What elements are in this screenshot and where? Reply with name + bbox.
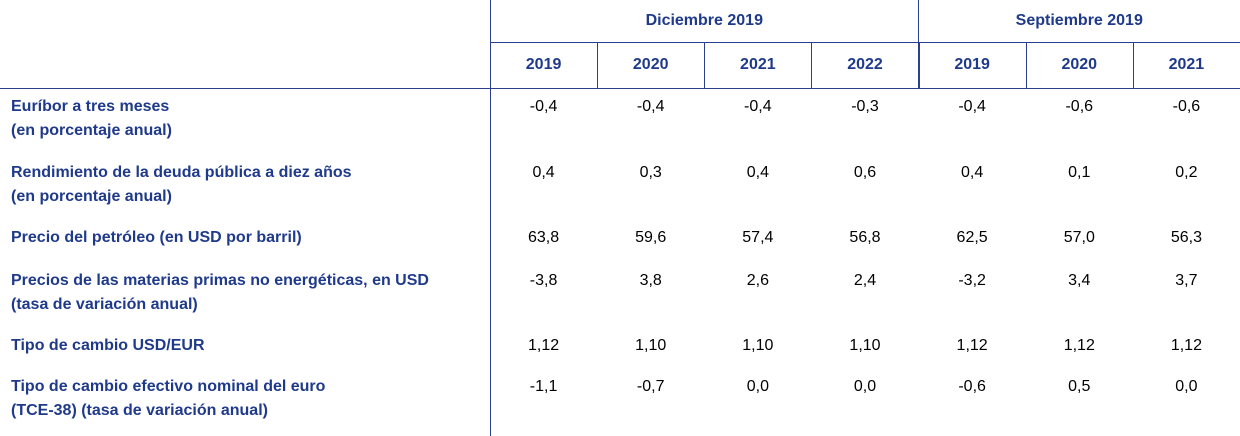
cell-value: 59,6 — [635, 229, 667, 246]
cell-value: 57,0 — [1063, 229, 1095, 246]
cell-value: 57,4 — [742, 229, 774, 246]
group-header: Septiembre 2019 — [1015, 12, 1143, 29]
cell-value: 3,4 — [1068, 272, 1091, 289]
cell-value: 1,10 — [635, 337, 667, 354]
cell-value: -0,7 — [636, 378, 665, 395]
cell-value: 1,10 — [849, 337, 881, 354]
cell-value: 2,4 — [853, 272, 877, 289]
row-label: Precio del petróleo (en USD por barril) — [11, 229, 302, 246]
cell-value: -0,6 — [958, 378, 986, 395]
year-header: 2020 — [1061, 56, 1098, 73]
divider — [704, 42, 705, 88]
cell-value: -0,6 — [1065, 98, 1094, 115]
cell-value: -3,8 — [529, 272, 558, 289]
cell-value: 2,6 — [746, 272, 769, 289]
row-label: (TCE-38) (tasa de variación anual) — [11, 402, 268, 419]
cell-value: 1,12 — [1170, 337, 1202, 354]
cell-value: 0,0 — [1175, 378, 1198, 395]
divider — [811, 42, 812, 88]
cell-value: 3,7 — [1175, 272, 1198, 289]
row-label: Tipo de cambio USD/EUR — [11, 337, 205, 354]
row-label: Euríbor a tres meses — [11, 98, 170, 115]
divider — [1133, 42, 1134, 88]
year-header: 2021 — [1168, 56, 1205, 73]
cell-value: -0,4 — [636, 98, 665, 115]
cell-value: 3,8 — [639, 272, 662, 289]
cell-value: 1,12 — [956, 337, 988, 354]
divider — [919, 42, 920, 88]
cell-value: 0,1 — [1068, 164, 1091, 181]
divider — [918, 0, 919, 88]
cell-value: 1,12 — [1063, 337, 1095, 354]
year-header: 2020 — [632, 56, 669, 73]
cell-value: 0,0 — [853, 378, 877, 395]
cell-value: 1,12 — [527, 337, 560, 354]
group-header: Diciembre 2019 — [645, 12, 763, 29]
cell-value: 0,4 — [532, 164, 555, 181]
divider — [0, 88, 1240, 89]
divider — [1026, 42, 1027, 88]
row-label: Precios de las materias primas no energé… — [11, 272, 429, 289]
divider — [597, 42, 598, 88]
cell-value: 1,10 — [742, 337, 774, 354]
cell-value: 0,6 — [853, 164, 877, 181]
cell-value: -0,3 — [851, 98, 879, 115]
row-label: (en porcentaje anual) — [11, 188, 172, 205]
cell-value: 0,2 — [1175, 164, 1198, 181]
year-header: 2022 — [847, 56, 883, 73]
cell-value: -0,6 — [1172, 98, 1201, 115]
cell-value: 0,0 — [746, 378, 769, 395]
divider — [490, 42, 1240, 43]
cell-value: 56,8 — [849, 229, 881, 246]
cell-value: 0,5 — [1068, 378, 1091, 395]
year-header: 2021 — [740, 56, 776, 73]
row-label: Rendimiento de la deuda pública a diez a… — [11, 164, 352, 181]
year-header: 2019 — [954, 56, 990, 73]
cell-value: -0,4 — [744, 98, 772, 115]
cell-value: 62,5 — [956, 229, 988, 246]
cell-value: 0,4 — [746, 164, 769, 181]
cell-value: 63,8 — [527, 229, 560, 246]
row-label: Tipo de cambio efectivo nominal del euro — [11, 378, 326, 395]
cell-value: 0,4 — [961, 164, 984, 181]
cell-value: 0,3 — [639, 164, 662, 181]
row-label: (en porcentaje anual) — [11, 122, 172, 139]
cell-value: -1,1 — [529, 378, 558, 395]
year-header: 2019 — [525, 56, 562, 73]
cell-value: 56,3 — [1170, 229, 1202, 246]
row-label: (tasa de variación anual) — [11, 296, 198, 313]
cell-value: -0,4 — [958, 98, 986, 115]
cell-value: -3,2 — [958, 272, 986, 289]
cell-value: -0,4 — [529, 98, 558, 115]
divider — [490, 0, 491, 436]
